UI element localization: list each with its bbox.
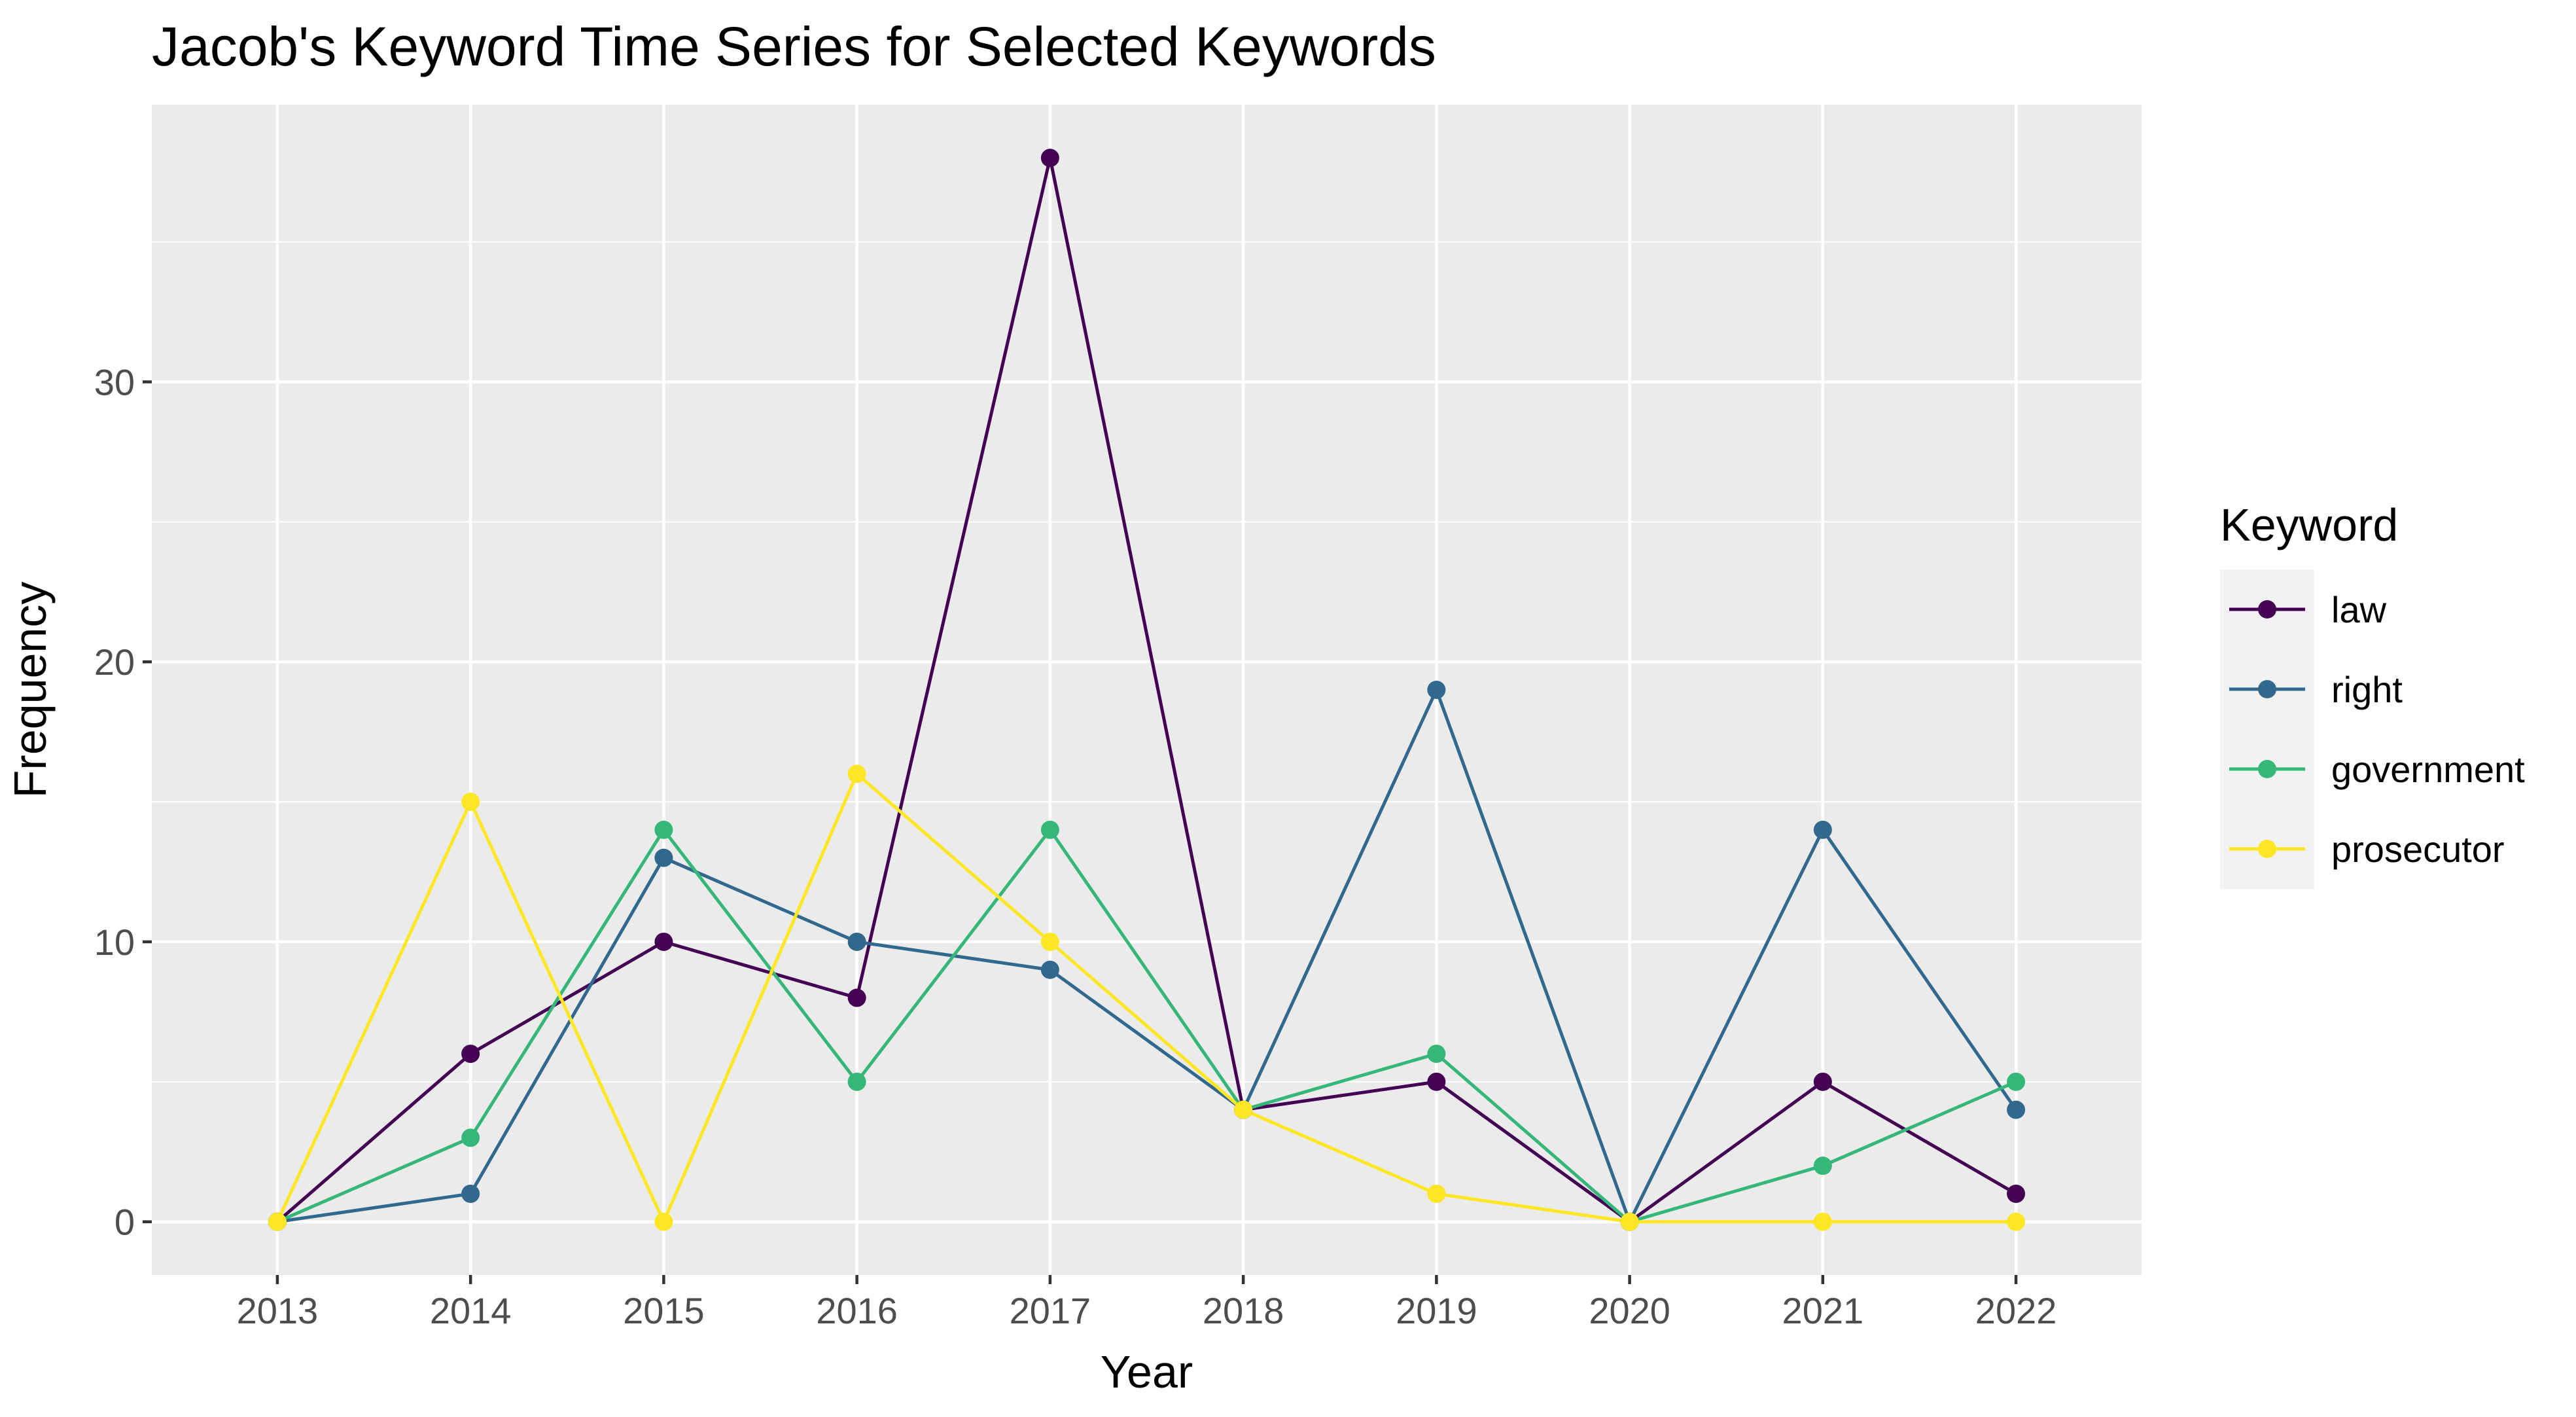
data-point-prosecutor bbox=[654, 1212, 673, 1231]
y-tick-label: 20 bbox=[94, 641, 135, 683]
data-point-prosecutor bbox=[1040, 932, 1059, 951]
data-point-government bbox=[1813, 1157, 1832, 1175]
legend-key-point-right bbox=[2258, 680, 2276, 698]
data-point-right bbox=[1427, 681, 1446, 699]
x-tick-label: 2015 bbox=[623, 1290, 705, 1331]
data-point-right bbox=[1040, 960, 1059, 979]
legend-label-right: right bbox=[2331, 669, 2403, 710]
x-tick-label: 2016 bbox=[816, 1290, 898, 1331]
data-point-law bbox=[461, 1045, 480, 1064]
data-point-right bbox=[461, 1184, 480, 1203]
data-point-law bbox=[1040, 149, 1059, 168]
data-point-law bbox=[654, 932, 673, 951]
data-point-law bbox=[1427, 1072, 1446, 1091]
data-point-prosecutor bbox=[461, 793, 480, 812]
legend: Keyword law right government prosecutor bbox=[2220, 499, 2525, 889]
legend-label-law: law bbox=[2331, 589, 2387, 630]
data-point-prosecutor bbox=[1427, 1184, 1446, 1203]
data-point-law bbox=[2007, 1184, 2026, 1203]
data-point-government bbox=[654, 820, 673, 839]
data-point-government bbox=[461, 1128, 480, 1147]
data-point-government bbox=[1427, 1045, 1446, 1064]
y-axis-title: Frequency bbox=[5, 582, 56, 798]
data-point-government bbox=[2007, 1072, 2026, 1091]
x-tick-label: 2022 bbox=[1975, 1290, 2057, 1331]
series-line-government bbox=[276, 828, 2017, 1224]
legend-items: law right government prosecutor bbox=[2220, 569, 2525, 889]
x-tick-label: 2020 bbox=[1589, 1290, 1670, 1331]
data-point-prosecutor bbox=[1813, 1212, 1832, 1231]
series-line-right bbox=[277, 688, 2018, 1224]
y-tick-label: 10 bbox=[94, 922, 135, 963]
minor-gridlines bbox=[152, 241, 2142, 1083]
data-point-prosecutor bbox=[1234, 1100, 1253, 1119]
data-point-law bbox=[1813, 1072, 1832, 1091]
data-point-prosecutor bbox=[847, 764, 866, 783]
x-tick-label: 2021 bbox=[1782, 1290, 1864, 1331]
chart-title: Jacob's Keyword Time Series for Selected… bbox=[152, 16, 1436, 77]
y-tick-label: 30 bbox=[94, 361, 135, 403]
plot-panel bbox=[152, 105, 2142, 1275]
legend-title: Keyword bbox=[2220, 499, 2398, 550]
data-point-right bbox=[1813, 820, 1832, 839]
x-tick-label: 2013 bbox=[237, 1290, 319, 1331]
y-axis: 0 10 20 30 bbox=[94, 361, 152, 1243]
legend-label-prosecutor: prosecutor bbox=[2331, 829, 2505, 870]
data-point-right bbox=[847, 932, 866, 951]
y-tick-label: 0 bbox=[115, 1202, 135, 1243]
x-tick-label: 2017 bbox=[1010, 1290, 1091, 1331]
legend-label-government: government bbox=[2331, 749, 2525, 790]
legend-key-point-prosecutor bbox=[2258, 840, 2276, 858]
data-point-law bbox=[847, 988, 866, 1007]
data-point-prosecutor bbox=[268, 1212, 287, 1231]
legend-key-point-government bbox=[2258, 760, 2276, 778]
x-axis: 2013 2014 2015 2016 2017 2018 2019 2020 2021 2022 bbox=[237, 1275, 2057, 1331]
series-line-law bbox=[276, 156, 2017, 1224]
panel-background bbox=[152, 105, 2142, 1275]
data-point-prosecutor bbox=[2007, 1212, 2026, 1231]
data-point-government bbox=[847, 1072, 866, 1091]
x-tick-label: 2019 bbox=[1396, 1290, 1477, 1331]
legend-key-point-law bbox=[2258, 600, 2276, 619]
x-tick-label: 2014 bbox=[430, 1290, 512, 1331]
series-lines bbox=[275, 156, 2018, 1224]
series-points bbox=[268, 149, 2026, 1231]
data-point-right bbox=[654, 848, 673, 867]
series-line-prosecutor bbox=[275, 772, 2017, 1224]
data-point-prosecutor bbox=[1620, 1212, 1639, 1231]
x-tick-label: 2018 bbox=[1203, 1290, 1284, 1331]
x-axis-title: Year bbox=[1101, 1346, 1193, 1397]
data-point-right bbox=[2007, 1100, 2026, 1119]
data-point-government bbox=[1040, 820, 1059, 839]
